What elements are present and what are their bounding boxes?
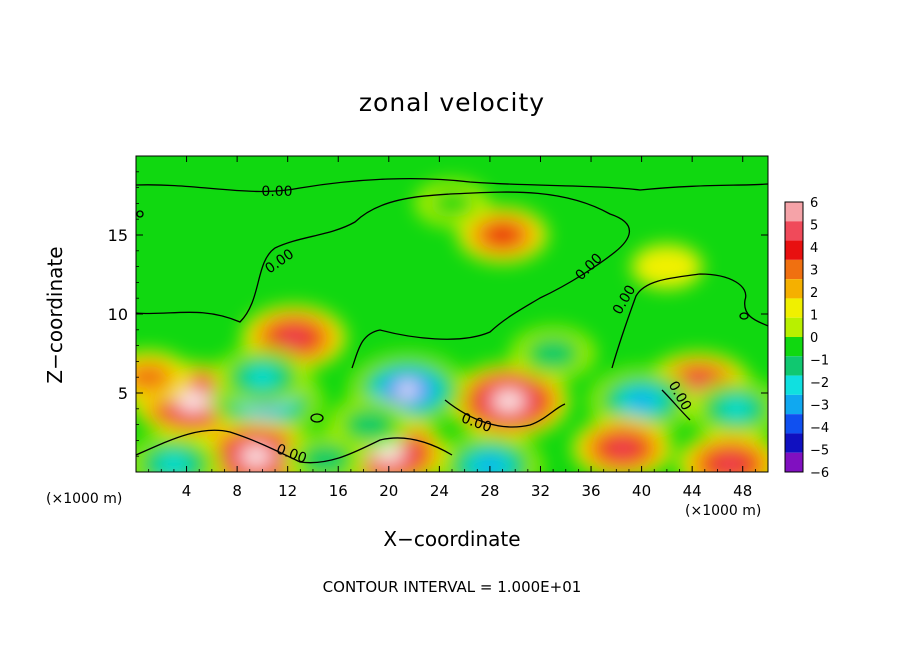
field-level xyxy=(535,342,572,365)
field-level xyxy=(351,413,388,436)
field-level xyxy=(429,189,475,218)
field-level xyxy=(307,448,344,471)
contour-lines xyxy=(136,177,768,464)
x-tick-label: 24 xyxy=(430,482,449,500)
x-tick-label: 36 xyxy=(581,482,600,500)
colorbar-tick-label: 3 xyxy=(810,264,818,279)
colorbar: 6 5 4 3 2 1 0 −1 −2 −3 −4 −5 −6 xyxy=(784,196,829,481)
field-level xyxy=(180,393,205,409)
contour-interval-note: CONTOUR INTERVAL = 1.000E+01 xyxy=(322,578,582,596)
field-level xyxy=(244,448,268,464)
field-feature xyxy=(678,431,768,472)
chart-title: zonal velocity xyxy=(358,88,546,117)
field-level xyxy=(715,455,745,472)
x-tick-label: 40 xyxy=(632,482,651,500)
x-tick-label: 48 xyxy=(733,482,752,500)
x-tick-label: 4 xyxy=(182,482,192,500)
field-level xyxy=(627,392,656,410)
colorbar-swatch xyxy=(785,221,803,241)
y-axis: 5 10 15 xyxy=(108,171,768,457)
colorbar-swatch xyxy=(785,394,803,415)
field-feature xyxy=(136,434,222,472)
colorbar-swatch xyxy=(785,240,803,260)
field-feature xyxy=(589,368,694,434)
colorbar-tick-label: 2 xyxy=(810,286,818,301)
colorbar-tick-label: 4 xyxy=(810,241,818,256)
x-tick-label: 12 xyxy=(278,482,297,500)
colorbar-frame xyxy=(784,201,804,473)
colorbar-tick-label: 0 xyxy=(810,331,818,346)
colorbar-tick-label: −5 xyxy=(810,444,829,459)
colorbar-swatch xyxy=(785,202,803,222)
colorbar-swatch xyxy=(785,452,803,472)
field-feature xyxy=(349,353,466,427)
y-axis-label: Z−coordinate xyxy=(43,246,67,384)
field-feature xyxy=(215,347,310,407)
field-feature xyxy=(511,327,596,380)
field-level xyxy=(721,399,752,419)
colorbar-tick-label: −3 xyxy=(810,399,829,414)
field-level xyxy=(475,456,505,472)
x-tick-label: 32 xyxy=(531,482,550,500)
colorbar-swatch xyxy=(785,375,803,395)
colorbar-swatch xyxy=(785,337,803,357)
x-unit-label-right: (×1000 m) xyxy=(685,503,762,519)
field-level xyxy=(609,439,637,457)
y-tick-label: 15 xyxy=(108,226,128,245)
field-feature xyxy=(327,398,412,451)
x-tick-label: 44 xyxy=(683,482,702,500)
x-tick-label: 28 xyxy=(480,482,499,500)
field-feature xyxy=(457,207,548,263)
field-feature xyxy=(136,350,191,404)
field-feature xyxy=(631,244,703,289)
colorbar-tick-label: −6 xyxy=(810,466,829,481)
field-level xyxy=(136,365,167,389)
field-level xyxy=(487,225,518,245)
y-tick-label: 5 xyxy=(118,384,128,403)
colorbar-swatch xyxy=(785,414,803,434)
x-axis-label: X−coordinate xyxy=(383,527,521,551)
field-level xyxy=(496,393,521,409)
x-axis: 4 8 12 16 20 24 28 32 36 40 44 48 xyxy=(148,156,756,500)
field-level xyxy=(631,244,703,289)
colorbar-tick-label: −4 xyxy=(810,421,829,436)
colorbar-swatch xyxy=(785,317,803,337)
colorbar-tick-label: −1 xyxy=(810,354,829,369)
colorbar-swatch xyxy=(785,356,803,376)
colorbar-swatch xyxy=(785,279,803,299)
colorbar-swatch xyxy=(785,433,803,453)
field-feature xyxy=(415,180,489,227)
colorbar-tick-label: −2 xyxy=(810,376,829,391)
colorbar-tick-label: 1 xyxy=(810,309,818,324)
field-level xyxy=(157,454,190,472)
x-tick-label: 16 xyxy=(329,482,348,500)
field-feature xyxy=(572,417,673,472)
field-level xyxy=(396,382,420,398)
field-level xyxy=(279,328,309,347)
contour-label: 0.00 xyxy=(261,184,292,200)
colorbar-tick-label: 5 xyxy=(810,219,818,234)
field-level xyxy=(246,367,279,388)
x-tick-label: 20 xyxy=(379,482,398,500)
field-feature xyxy=(437,433,542,472)
x-unit-label-left: (×1000 m) xyxy=(46,491,123,507)
colorbar-swatch xyxy=(785,259,803,280)
colorbar-tick-label: 6 xyxy=(810,196,818,211)
x-tick-label: 8 xyxy=(232,482,242,500)
colorbar-swatch xyxy=(785,298,803,318)
heatmap-field: 0.000.000.000.000.000.000.00 xyxy=(136,156,768,472)
y-tick-label: 10 xyxy=(108,305,128,324)
field-feature xyxy=(690,380,768,438)
